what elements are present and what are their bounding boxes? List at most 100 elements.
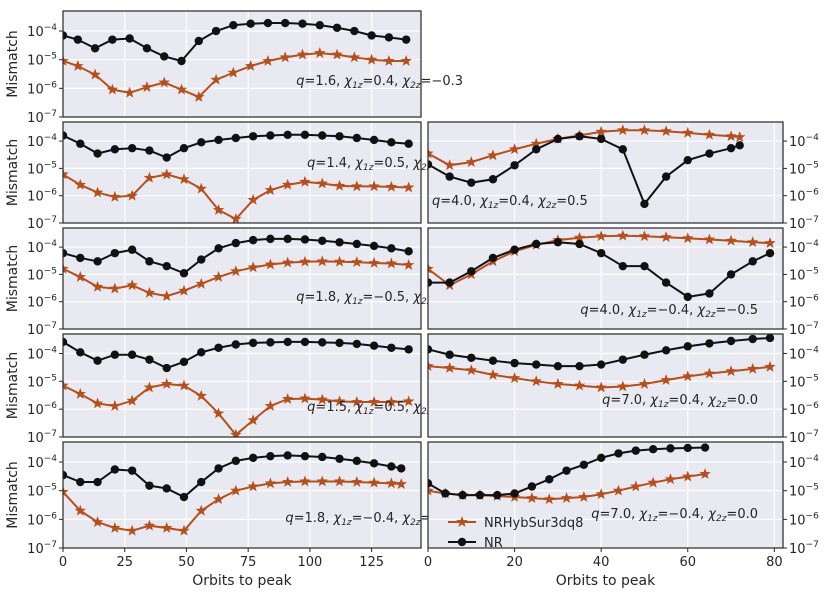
nrhybsur3dq8-point bbox=[281, 393, 294, 404]
nrhybsur3dq8-point bbox=[351, 476, 363, 487]
nr-point bbox=[553, 361, 563, 371]
plot-background bbox=[428, 228, 783, 329]
plot-area bbox=[63, 234, 415, 301]
nr-point bbox=[369, 341, 379, 350]
nr-point bbox=[160, 52, 169, 61]
y-axis-label: Mismatch bbox=[5, 139, 21, 207]
nr-point bbox=[726, 336, 736, 346]
nr-point bbox=[640, 199, 649, 209]
nr-point bbox=[428, 345, 433, 354]
nrhybsur3dq8-point bbox=[212, 407, 225, 419]
nr-point bbox=[369, 135, 379, 145]
nrhybsur3dq8-point bbox=[281, 476, 294, 487]
nr-point bbox=[248, 132, 258, 141]
plot-area bbox=[63, 18, 412, 102]
y-tick-label: 10−7 bbox=[27, 429, 57, 446]
y-tick-label: 10−5 bbox=[27, 52, 57, 69]
nr-point bbox=[596, 360, 606, 369]
plot-area bbox=[63, 130, 415, 223]
nr-point bbox=[93, 257, 102, 266]
nr-point bbox=[266, 131, 275, 140]
nr-point bbox=[387, 138, 396, 147]
nr-point bbox=[765, 248, 775, 258]
y-tick-label: 10−6 bbox=[789, 188, 819, 205]
nr-point bbox=[145, 355, 154, 364]
nr-point bbox=[488, 253, 498, 263]
nr-point bbox=[369, 241, 379, 251]
nrhybsur3dq8-point bbox=[281, 178, 294, 190]
nrhybsur3dq8-point bbox=[247, 414, 259, 426]
nrhybsur3dq8-point bbox=[72, 60, 84, 71]
nrhybsur3dq8-point bbox=[109, 282, 121, 294]
nr-point bbox=[352, 339, 362, 349]
nr-point bbox=[298, 19, 307, 28]
nrhybsur3dq8-point bbox=[264, 399, 277, 411]
nrhybsur3dq8-point bbox=[178, 524, 190, 536]
nr-point bbox=[108, 35, 117, 44]
nrhybsur3dq8-point bbox=[703, 128, 716, 140]
nrhybsur3dq8-point bbox=[227, 66, 240, 78]
nrhybsur3dq8-point bbox=[299, 255, 311, 267]
nrhybsur3dq8-point bbox=[725, 130, 737, 142]
nr-point bbox=[352, 133, 362, 143]
nrhybsur3dq8-point bbox=[160, 378, 173, 389]
nr-point bbox=[458, 490, 467, 500]
nr-point bbox=[510, 161, 519, 170]
panel-annotation: q=4.0, χ1z=−0.4, χ2z=−0.5 bbox=[580, 303, 758, 320]
nrhybsur3dq8-point bbox=[123, 86, 136, 98]
nrhybsur3dq8-point bbox=[699, 468, 711, 479]
nrhybsur3dq8-point bbox=[126, 524, 138, 536]
plot-area bbox=[63, 451, 407, 536]
nrhybsur3dq8-point bbox=[331, 48, 343, 60]
nrhybsur3dq8-point bbox=[526, 492, 538, 503]
nr-point bbox=[246, 19, 255, 28]
nr-point bbox=[575, 132, 584, 141]
x-tick-label: 60 bbox=[679, 555, 696, 570]
nrhybsur3dq8-point bbox=[264, 258, 277, 270]
nr-point bbox=[575, 361, 584, 371]
nrhybsur3dq8-point bbox=[178, 173, 190, 185]
nrhybsur3dq8-point bbox=[126, 189, 138, 201]
nrhybsur3dq8-point bbox=[764, 237, 776, 248]
nr-point bbox=[318, 236, 327, 245]
plot-frame bbox=[62, 227, 422, 330]
nr-point bbox=[618, 261, 628, 271]
y-tick-label: 10−6 bbox=[27, 188, 57, 205]
nrhybsur3dq8-point bbox=[617, 380, 629, 392]
nrhybsur3dq8-point bbox=[247, 480, 259, 492]
nrhybsur3dq8-point bbox=[402, 181, 415, 193]
plot-area bbox=[63, 337, 415, 437]
y-tick-label: 10−6 bbox=[789, 294, 819, 311]
nrhybsur3dq8-point bbox=[638, 378, 651, 389]
nrhybsur3dq8-point bbox=[212, 493, 225, 505]
nr-point bbox=[467, 353, 476, 362]
nrhybsur3dq8-point bbox=[385, 257, 398, 269]
nr-point bbox=[125, 34, 134, 43]
nr-point bbox=[127, 466, 137, 475]
nr-point bbox=[63, 248, 68, 258]
plot-background bbox=[428, 122, 783, 223]
legend-label: NR bbox=[484, 536, 503, 551]
nr-point bbox=[63, 31, 68, 40]
x-tick-label: 100 bbox=[297, 555, 322, 570]
plot-background bbox=[63, 334, 421, 437]
nrhybsur3dq8-point bbox=[428, 360, 434, 372]
nrhybsur3dq8-point bbox=[400, 55, 412, 66]
nrhybsur3dq8-point bbox=[630, 480, 642, 492]
nr-point bbox=[765, 334, 775, 343]
nr-point bbox=[648, 445, 658, 454]
nr-point bbox=[748, 257, 757, 266]
nrhybsur3dq8-point bbox=[660, 231, 672, 243]
nr-point bbox=[231, 133, 241, 143]
nrhybsur3dq8-point bbox=[682, 126, 694, 138]
nrhybsur3dq8-point bbox=[385, 396, 398, 407]
nr-point bbox=[579, 460, 589, 470]
nr-point bbox=[266, 234, 275, 244]
nr-point bbox=[614, 449, 623, 458]
nr-point bbox=[369, 459, 379, 468]
nr-point bbox=[335, 238, 344, 247]
nrhybsur3dq8-point bbox=[160, 168, 173, 180]
nr-point bbox=[283, 337, 292, 347]
nr-point bbox=[475, 490, 485, 500]
nr-point bbox=[211, 26, 221, 36]
